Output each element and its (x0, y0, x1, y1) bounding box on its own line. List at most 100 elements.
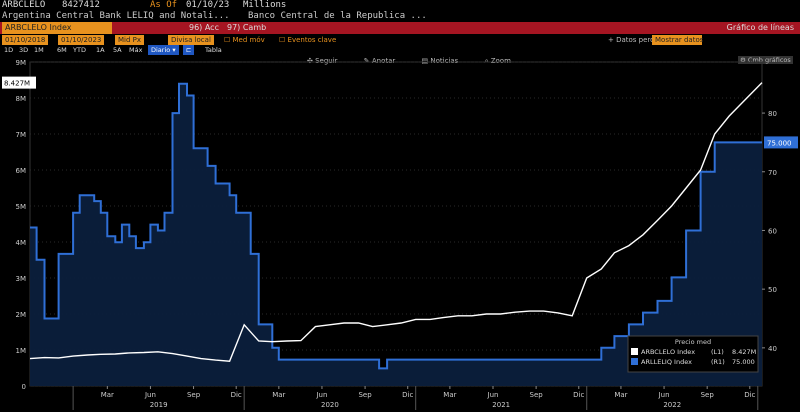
legend-swatch (631, 358, 638, 365)
x-tick-label: Sep (701, 391, 715, 399)
range-max[interactable]: Máx (129, 46, 143, 54)
range-1m[interactable]: 1M (34, 46, 44, 54)
description-left: Argentina Central Bank LELIQ and Notali.… (2, 11, 230, 21)
chart-type-toggle[interactable]: ⊏ (183, 45, 195, 55)
y-right-tick-label: 50 (768, 286, 777, 294)
x-year-label: 2022 (663, 401, 681, 409)
y-left-tick-label: 6M (16, 167, 27, 175)
y-left-tick-label: 2M (16, 311, 27, 319)
view-title: Gráfico de líneas (726, 23, 794, 32)
x-tick-label: Dic (573, 391, 584, 399)
as-of-date: 01/10/23 (186, 0, 230, 10)
y-left-tick-label: 5M (16, 203, 27, 211)
annotate-button[interactable]: ✎ Anotar (363, 57, 396, 65)
security-header: ARBCLELO 8427412 As Of 01/10/23 Millions (0, 0, 800, 11)
last-value-left-label: 8.427M (4, 80, 30, 88)
units: Millions (243, 0, 287, 10)
y-left-tick-label: 4M (16, 239, 27, 247)
security-description: Argentina Central Bank LELIQ and Notali.… (0, 11, 800, 22)
x-tick-label: Mar (443, 391, 456, 399)
news-label: Noticias (430, 57, 459, 65)
ticker: ARBCLELO (2, 0, 46, 10)
y-left-tick-label: 0 (22, 383, 26, 391)
x-tick-label: Jun (658, 391, 670, 399)
moving-average-toggle[interactable]: ☐ Med móv (224, 36, 265, 44)
data-label-text: Datos perdi (616, 36, 657, 44)
range-1a[interactable]: 1A (96, 46, 105, 54)
range-5a[interactable]: 5A (113, 46, 122, 54)
legend-series-axis: (L1) (711, 348, 724, 356)
as-of-label: As Of (150, 0, 178, 10)
legend-title: Precio med (675, 338, 711, 346)
last-value: 8427412 (62, 0, 100, 10)
start-date-field[interactable]: 01/10/2018 (2, 35, 49, 45)
annotate-label: Anotar (371, 57, 396, 65)
x-tick-label: Dic (231, 391, 242, 399)
change-button[interactable]: 97) Camb (227, 23, 267, 32)
frequency-select[interactable]: Diario ▾ (148, 45, 179, 55)
x-tick-label: Jun (487, 391, 499, 399)
last-value-right-label: 75.000 (767, 139, 792, 147)
legend-series-value: 8.427M (732, 348, 756, 356)
follow-label: Seguir (315, 57, 338, 65)
last-value-left-box (2, 76, 36, 89)
series-line-arlleliq (30, 82, 762, 370)
range-ytd[interactable]: YTD (73, 46, 86, 54)
x-tick-label: Dic (744, 391, 755, 399)
x-year-label: 2021 (492, 401, 510, 409)
legend-series-value: 75.000 (732, 358, 755, 366)
range-bar: 1D 3D 1M 6M YTD 1A 5A Máx Diario ▾ ⊏ Tab… (0, 45, 800, 55)
field-select[interactable]: Mid Px (115, 35, 145, 45)
y-right-tick-label: 70 (768, 169, 777, 177)
x-tick-label: Jun (315, 391, 327, 399)
x-tick-label: Mar (614, 391, 627, 399)
moving-average-label: Med móv (232, 36, 265, 44)
zoom-label: Zoom (490, 57, 511, 65)
y-right-tick-label: 80 (768, 110, 777, 118)
x-tick-label: Sep (530, 391, 544, 399)
actions-button[interactable]: 96) Acc (189, 23, 219, 32)
command-bar: ARBCLELO Index 96) Acc 97) Camb Gráfico … (0, 22, 800, 34)
frequency-label: Diario (151, 46, 171, 54)
x-year-label: 2020 (321, 401, 339, 409)
chart-toolbar: ✣ Seguir ✎ Anotar ▤ Noticias ⌕ Zoom (307, 56, 535, 67)
currency-select[interactable]: Divisa local (168, 35, 214, 45)
settings-bar: 01/10/2018 01/10/2023 Mid Px Divisa loca… (0, 35, 800, 45)
series-area-arlleliq (30, 83, 762, 386)
zoom-button[interactable]: ⌕ Zoom (484, 57, 511, 65)
follow-button[interactable]: ✣ Seguir (307, 57, 338, 65)
change-chart-label: Cmb gráficos (747, 56, 791, 64)
x-tick-label: Sep (358, 391, 372, 399)
news-button[interactable]: ▤ Noticias (421, 57, 459, 65)
range-6m[interactable]: 6M (57, 46, 67, 54)
key-events-toggle[interactable]: ☐ Eventos clave (279, 36, 337, 44)
y-left-tick-label: 7M (16, 131, 27, 139)
legend-swatch (631, 348, 638, 355)
data-select[interactable]: Mostrar datos (652, 35, 703, 45)
legend-box (627, 335, 759, 373)
description-right: Banco Central de la Republica ... (248, 11, 427, 21)
y-left-tick-label: 9M (16, 59, 27, 67)
table-button[interactable]: Tabla (205, 46, 222, 54)
y-left-tick-label: 1M (16, 347, 27, 355)
change-chart-button[interactable]: ⚙ Cmb gráficos (738, 56, 793, 64)
x-tick-label: Dic (402, 391, 413, 399)
range-3d[interactable]: 3D (19, 46, 29, 54)
last-value-right-box (764, 136, 798, 149)
y-left-tick-label: 8M (16, 95, 27, 103)
legend-series-axis: (R1) (711, 358, 725, 366)
y-right-tick-label: 40 (768, 345, 777, 353)
x-tick-label: Jun (144, 391, 156, 399)
key-events-label: Eventos clave (287, 36, 337, 44)
x-tick-label: Sep (187, 391, 201, 399)
x-tick-label: Mar (272, 391, 285, 399)
x-year-label: 2019 (150, 401, 168, 409)
series-line-arbclelo (29, 82, 763, 362)
security-field[interactable]: ARBCLELO Index (2, 22, 112, 34)
end-date-field[interactable]: 01/10/2023 (58, 35, 105, 45)
data-label: + Datos perdi (608, 36, 657, 44)
y-right-tick-label: 60 (768, 227, 777, 235)
range-1d[interactable]: 1D (4, 46, 14, 54)
legend-series-name: ARLLELIQ Index (641, 358, 692, 366)
